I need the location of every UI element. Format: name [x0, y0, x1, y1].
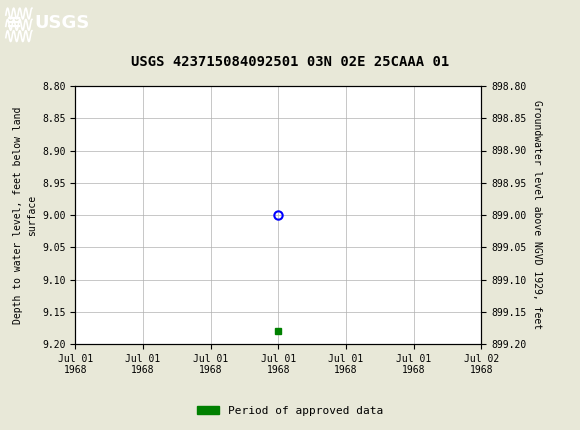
Y-axis label: Groundwater level above NGVD 1929, feet: Groundwater level above NGVD 1929, feet [532, 101, 542, 329]
Text: ≡: ≡ [6, 13, 22, 32]
Text: USGS 423715084092501 03N 02E 25CAAA 01: USGS 423715084092501 03N 02E 25CAAA 01 [131, 55, 449, 69]
Text: USGS: USGS [35, 14, 90, 31]
Legend: Period of approved data: Period of approved data [193, 401, 387, 420]
Y-axis label: Depth to water level, feet below land
surface: Depth to water level, feet below land su… [13, 106, 37, 324]
